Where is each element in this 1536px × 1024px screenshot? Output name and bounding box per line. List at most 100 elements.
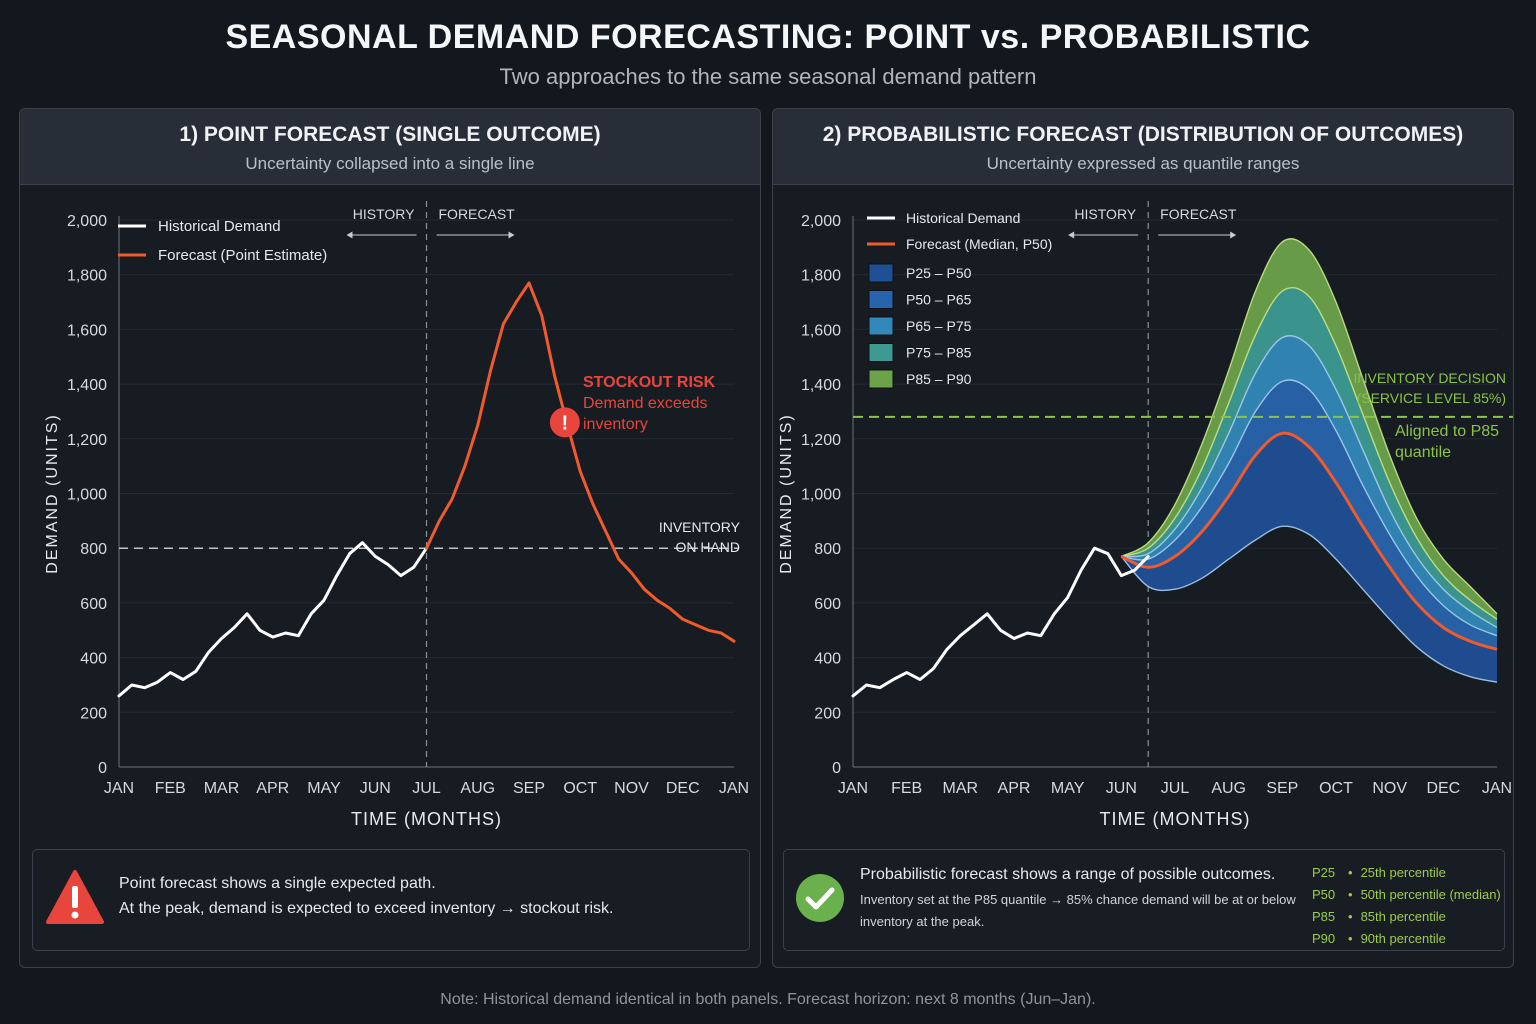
quantile-band — [1121, 238, 1497, 620]
y-tick-label: 400 — [814, 651, 841, 668]
x-axis-label: TIME (MONTHS) — [1100, 809, 1251, 829]
x-tick-label: NOV — [1372, 780, 1407, 797]
inventory-label-line-1: INVENTORY — [659, 519, 741, 535]
x-tick-label: MAR — [943, 780, 979, 797]
quantile-band — [1121, 335, 1497, 636]
legend-swatch-band — [868, 316, 894, 336]
stockout-title: STOCKOUT RISK — [583, 374, 716, 391]
point-forecast-chart: 0 200 400 600 800 1,000 1,200 1,400 1,600 1,800 2,… — [44, 201, 749, 829]
probabilistic-forecast-title: 2) PROBABILISTIC FORECAST (DISTRIBUTION … — [822, 123, 1464, 146]
stockout-text-line-2: inventory — [583, 416, 648, 433]
x-tick-label: AUG — [1211, 780, 1246, 797]
legend-label: Forecast (Median, P50) — [906, 236, 1052, 252]
y-tick-label: 400 — [80, 651, 107, 668]
quantile-line — [1121, 335, 1498, 629]
percentile-desc: 25th percentile — [1360, 865, 1446, 880]
historical-demand-line — [851, 546, 1150, 698]
x-tick-label: APR — [998, 780, 1031, 797]
x-tick-label: OCT — [1319, 780, 1353, 797]
percentile-key-item: P50 • 50th percentile (median) — [1312, 884, 1501, 906]
y-tick-label: 1,600 — [67, 322, 107, 339]
history-label: HISTORY — [353, 206, 415, 222]
forecast-arrowhead — [508, 231, 515, 239]
legend-label: Historical Demand — [158, 218, 281, 235]
y-tick-label: 800 — [814, 541, 841, 558]
point-note-line-1: Point forecast shows a single expected p… — [119, 875, 436, 892]
forecast-label: FORECAST — [1160, 206, 1237, 222]
x-tick-label: DEC — [666, 780, 700, 797]
warning-triangle-icon — [46, 870, 104, 924]
percentile-key-item: P25 • 25th percentile — [1312, 862, 1501, 884]
median-forecast-line — [1120, 431, 1498, 651]
y-axis-label: DEMAND (UNITS) — [778, 413, 795, 573]
prob-note-line-1: Inventory set at the P85 quantile → 85% … — [860, 892, 1296, 907]
probabilistic-forecast-chart: 0 200 400 600 800 1,000 1,200 1,400 1,600 1,800 2,… — [778, 201, 1513, 829]
y-tick-label: 2,000 — [67, 213, 107, 230]
page-title: SEASONAL DEMAND FORECASTING: POINT vs. P… — [225, 18, 1311, 56]
y-tick-label: 0 — [832, 760, 841, 777]
y-tick-label: 200 — [80, 705, 107, 722]
x-tick-label: MAY — [307, 780, 341, 797]
x-tick-label: MAR — [204, 780, 240, 797]
legend-swatch-band — [868, 343, 894, 362]
inventory-label-line-2: ON HAND — [675, 539, 740, 555]
percentile-desc: 85th percentile — [1360, 909, 1446, 924]
percentile-desc: 50th percentile (median) — [1360, 887, 1501, 902]
legend-swatch-band — [868, 263, 894, 283]
legend-swatch-band — [868, 369, 894, 389]
x-tick-label: NOV — [614, 780, 649, 797]
probabilistic-forecast-panel: 2) PROBABILISTIC FORECAST (DISTRIBUTION … — [772, 108, 1514, 968]
historical-demand-line — [117, 541, 428, 698]
point-forecast-title: 1) POINT FORECAST (SINGLE OUTCOME) — [179, 123, 601, 146]
quantile-band — [1121, 287, 1497, 628]
history-label: HISTORY — [1074, 206, 1136, 222]
history-arrowhead — [1068, 231, 1075, 239]
y-tick-label: 1,200 — [67, 432, 107, 449]
aligned-label-line-2: quantile — [1395, 444, 1451, 461]
quantile-line — [1121, 286, 1498, 620]
y-tick-label: 1,800 — [801, 268, 841, 285]
page-subtitle: Two approaches to the same seasonal dema… — [499, 64, 1037, 89]
x-tick-label: MAY — [1051, 780, 1085, 797]
legend-swatch-band — [868, 290, 894, 309]
x-tick-label: JAN — [719, 780, 749, 797]
x-tick-label: JAN — [838, 780, 868, 797]
x-tick-label: OCT — [563, 780, 597, 797]
y-tick-label: 1,000 — [801, 487, 841, 504]
y-tick-label: 1,800 — [67, 268, 107, 285]
x-tick-label: APR — [256, 780, 289, 797]
exclamation-mark: ! — [562, 412, 569, 434]
quantile-line — [1120, 525, 1498, 683]
point-forecast-panel: 1) POINT FORECAST (SINGLE OUTCOME) Uncer… — [19, 108, 761, 968]
point-forecast-note: Point forecast shows a single expected p… — [32, 849, 750, 951]
x-tick-label: FEB — [891, 780, 922, 797]
x-tick-label: DEC — [1426, 780, 1460, 797]
y-tick-label: 600 — [814, 596, 841, 613]
legend-label: Forecast (Point Estimate) — [158, 247, 327, 264]
forecast-arrowhead — [1230, 231, 1237, 239]
y-tick-label: 0 — [98, 760, 107, 777]
legend-label: P85 – P90 — [906, 371, 972, 387]
x-tick-label: JAN — [104, 780, 134, 797]
quantile-band — [1121, 379, 1497, 650]
percentile-key: P25 • 25th percentile P50 • 50th percentile … — [1312, 862, 1501, 950]
probabilistic-forecast-header: 2) PROBABILISTIC FORECAST (DISTRIBUTION … — [773, 109, 1513, 185]
legend-label: P65 – P75 — [906, 318, 972, 334]
forecast-label: FORECAST — [439, 206, 516, 222]
legend-label: Historical Demand — [906, 210, 1020, 226]
y-tick-label: 600 — [80, 596, 107, 613]
percentile-code: P85 — [1312, 909, 1336, 924]
y-axis-label: DEMAND (UNITS) — [44, 413, 61, 573]
y-tick-label: 800 — [80, 541, 107, 558]
quantile-line — [1120, 238, 1498, 615]
decision-label-line-2: (SERVICE LEVEL 85%) — [1357, 390, 1506, 406]
x-tick-label: SEP — [1266, 780, 1298, 797]
x-axis-label: TIME (MONTHS) — [351, 809, 502, 829]
decision-label-line-1: INVENTORY DECISION — [1354, 370, 1506, 386]
quantile-line — [1121, 379, 1498, 637]
point-forecast-line — [425, 281, 736, 643]
stockout-text-line-1: Demand exceeds — [583, 395, 708, 412]
x-tick-label: JAN — [1482, 780, 1512, 797]
x-tick-label: JUL — [1161, 780, 1190, 797]
y-tick-label: 1,400 — [801, 377, 841, 394]
